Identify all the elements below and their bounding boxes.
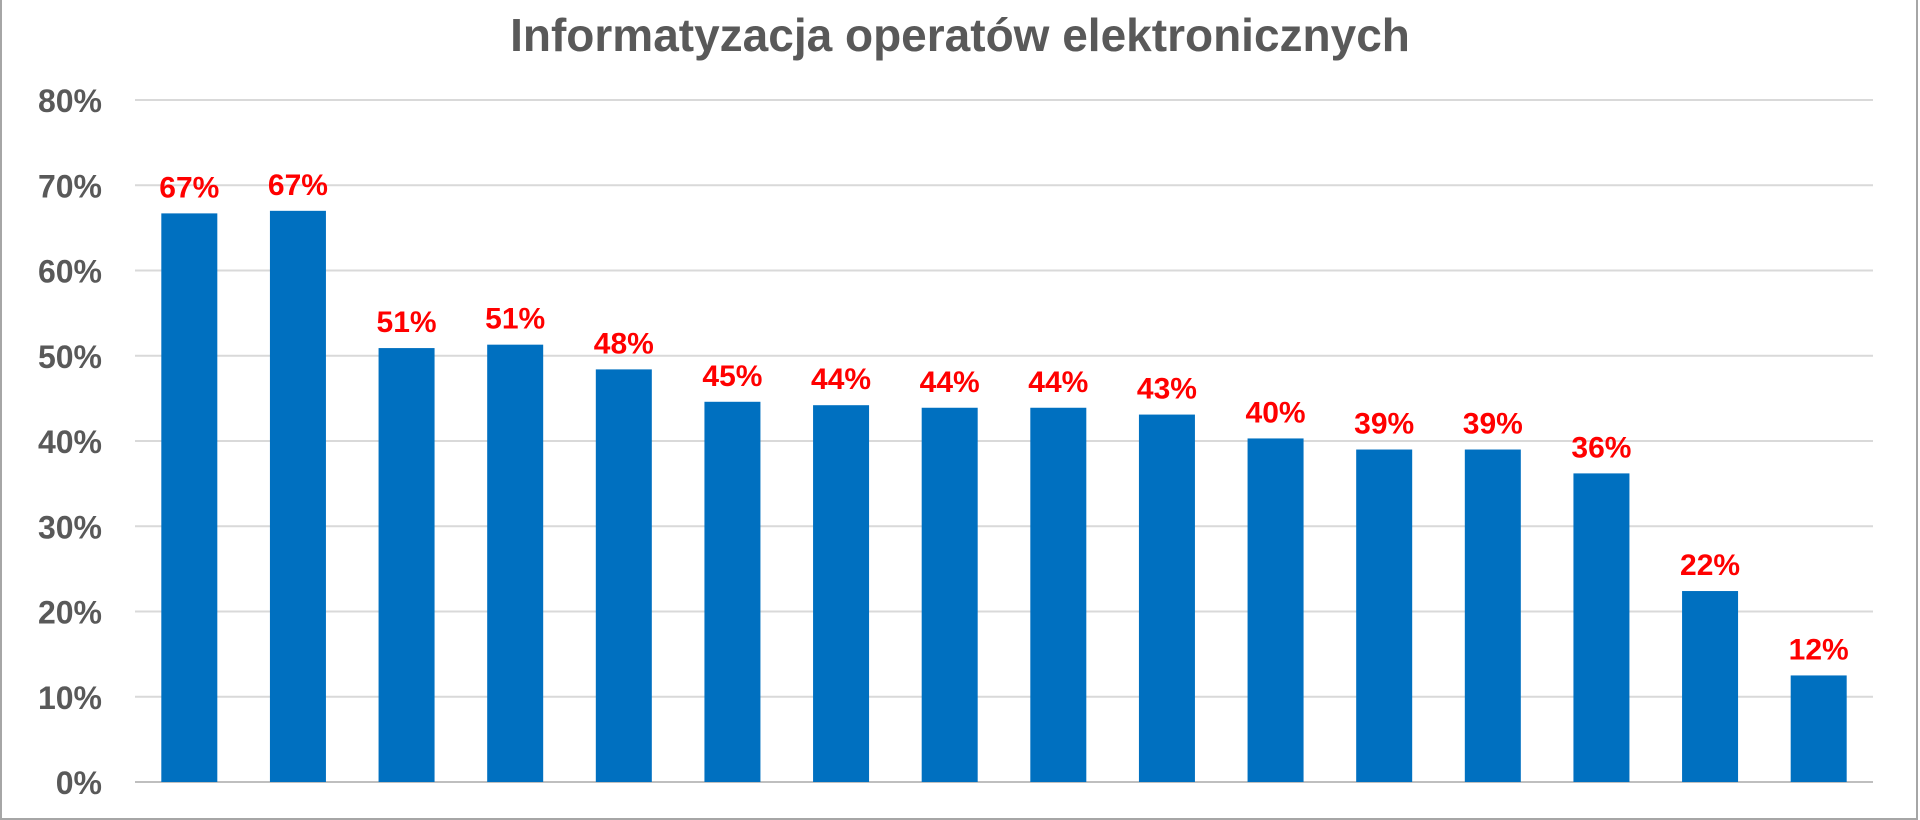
bar	[1030, 407, 1087, 782]
y-axis-ticks: 0% 10% 20% 30% 40% 50% 60% 70% 80%	[38, 83, 102, 801]
bar	[704, 401, 761, 782]
bar	[1356, 449, 1413, 782]
y-tick-label: 10%	[38, 680, 102, 716]
data-label: 51%	[485, 303, 545, 336]
data-label: 36%	[1571, 431, 1631, 464]
bar	[1247, 438, 1304, 782]
bar	[813, 405, 870, 782]
bar	[1682, 591, 1739, 782]
data-label: 67%	[159, 171, 219, 204]
bar	[378, 348, 435, 782]
data-label: 40%	[1246, 396, 1306, 429]
bar	[921, 407, 978, 782]
data-label: 44%	[811, 363, 871, 396]
bar	[1573, 473, 1630, 782]
data-label: 22%	[1680, 549, 1740, 582]
data-label: 48%	[594, 327, 654, 360]
y-tick-label: 80%	[38, 83, 102, 119]
chart-title: Informatyzacja operatów elektronicznych	[510, 9, 1410, 61]
bar	[269, 210, 326, 782]
y-tick-label: 30%	[38, 509, 102, 545]
data-label: 12%	[1789, 633, 1849, 666]
bar	[487, 344, 544, 782]
y-tick-label: 50%	[38, 339, 102, 375]
data-label: 39%	[1354, 408, 1414, 441]
data-label: 51%	[377, 306, 437, 339]
data-label: 67%	[268, 169, 328, 202]
data-label: 44%	[1028, 366, 1088, 399]
data-label: 43%	[1137, 373, 1197, 406]
bar	[1464, 449, 1521, 782]
bars	[161, 210, 1847, 782]
bar	[161, 213, 218, 782]
y-tick-label: 0%	[56, 765, 102, 801]
data-labels: 67% 67% 51% 51% 48% 45% 44% 44% 44% 43% 40% 39% 39% 3…	[159, 169, 1848, 667]
y-tick-label: 70%	[38, 168, 102, 204]
bar	[1138, 414, 1195, 782]
y-tick-label: 40%	[38, 424, 102, 460]
bar	[1790, 675, 1847, 782]
y-tick-label: 60%	[38, 254, 102, 290]
data-label: 44%	[920, 366, 980, 399]
y-tick-label: 20%	[38, 595, 102, 631]
data-label: 39%	[1463, 408, 1523, 441]
bar	[595, 369, 652, 782]
data-label: 45%	[702, 360, 762, 393]
